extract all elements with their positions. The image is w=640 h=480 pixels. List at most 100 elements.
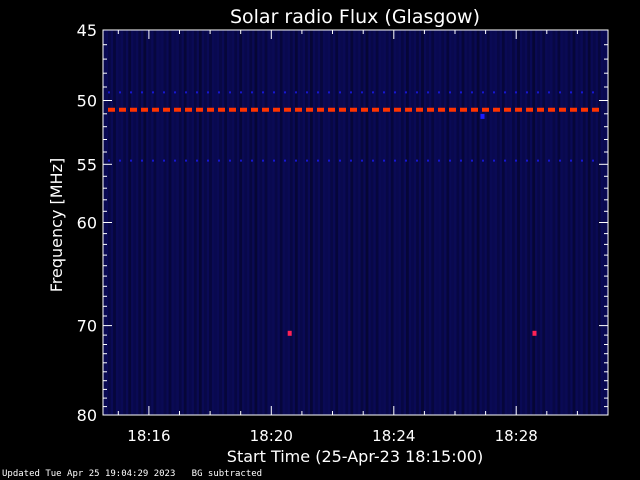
x-tick-label: 18:24 xyxy=(372,427,415,445)
background-streak xyxy=(178,30,182,415)
background-streak xyxy=(274,30,278,415)
background-streak xyxy=(249,30,253,415)
background-streak xyxy=(305,30,308,415)
background-streak xyxy=(507,30,510,415)
y-tick-label: 45 xyxy=(77,21,97,40)
background-streak xyxy=(552,30,556,415)
background-streak xyxy=(360,30,364,415)
background-streak xyxy=(148,30,152,415)
background-streak xyxy=(365,30,369,415)
emission-spot xyxy=(532,330,537,336)
background-streak xyxy=(441,30,445,415)
background-streak xyxy=(496,30,500,415)
background-streak xyxy=(421,30,424,415)
background-streak xyxy=(501,30,505,415)
background-streak xyxy=(582,30,586,415)
background-streak xyxy=(355,30,359,415)
background-streak xyxy=(512,30,515,415)
background-streak xyxy=(471,30,475,415)
background-streak xyxy=(269,30,273,415)
background-streak xyxy=(158,30,162,415)
background-streak xyxy=(183,30,187,415)
background-streak xyxy=(466,30,470,415)
background-streak xyxy=(188,30,192,415)
background-streak xyxy=(133,30,137,415)
background-streak xyxy=(380,30,384,415)
background-streak xyxy=(284,30,288,415)
background-streak xyxy=(143,30,147,415)
background-streak xyxy=(390,30,394,415)
background-streak xyxy=(416,30,419,415)
background-streak xyxy=(264,30,268,415)
background-streak xyxy=(198,30,202,415)
background-streak xyxy=(224,30,227,415)
background-streak xyxy=(577,30,581,415)
x-tick-label: 18:16 xyxy=(127,427,170,445)
background-streak xyxy=(299,30,303,415)
background-streak xyxy=(239,30,243,415)
background-streak xyxy=(325,30,328,415)
background-streak xyxy=(527,30,530,415)
y-tick-label: 50 xyxy=(77,92,97,111)
background-streak xyxy=(320,30,323,415)
y-axis: 45 50 55 60 70 80 xyxy=(77,21,608,425)
background-streak xyxy=(254,30,258,415)
background-streak xyxy=(567,30,571,415)
background-streak xyxy=(163,30,167,415)
background-streak xyxy=(234,30,238,415)
background-streak xyxy=(491,30,495,415)
background-streak xyxy=(395,30,399,415)
background-streak xyxy=(542,30,546,415)
background-streak xyxy=(214,30,217,415)
background-streak xyxy=(229,30,233,415)
background-streak xyxy=(113,30,116,415)
background-streak xyxy=(330,30,334,415)
y-tick-label: 60 xyxy=(77,214,97,233)
background-streak xyxy=(340,30,344,415)
background-streak xyxy=(446,30,450,415)
background-streak xyxy=(557,30,561,415)
y-axis-label: Frequency [MHz] xyxy=(47,158,66,292)
background-streak xyxy=(294,30,298,415)
x-axis-label: Start Time (25-Apr-23 18:15:00) xyxy=(227,447,483,466)
background-streak xyxy=(259,30,263,415)
background-streak xyxy=(592,30,596,415)
background-streak xyxy=(350,30,354,415)
background-streak xyxy=(547,30,551,415)
background-streak xyxy=(123,30,126,415)
background-streak xyxy=(486,30,490,415)
chart-title: Solar radio Flux (Glasgow) xyxy=(230,6,480,28)
background-streak xyxy=(431,30,435,415)
background-streak xyxy=(204,30,207,415)
background-streak xyxy=(289,30,293,415)
background-streak xyxy=(310,30,313,415)
background-streak xyxy=(370,30,374,415)
background-streak xyxy=(315,30,318,415)
background-streak xyxy=(244,30,248,415)
updated-timestamp: Updated Tue Apr 25 19:04:29 2023 xyxy=(2,469,176,479)
background-streak xyxy=(400,30,404,415)
background-streak xyxy=(481,30,485,415)
background-streak xyxy=(461,30,465,415)
background-streak xyxy=(385,30,389,415)
background-streak xyxy=(587,30,591,415)
background-streak xyxy=(456,30,460,415)
background-streak xyxy=(522,30,525,415)
footer-status: Updated Tue Apr 25 19:04:29 2023 BG subt… xyxy=(2,469,262,479)
background-streak xyxy=(532,30,536,415)
background-streak xyxy=(562,30,566,415)
y-tick-label: 80 xyxy=(77,406,97,425)
background-streak xyxy=(476,30,480,415)
bg-subtracted-note: BG subtracted xyxy=(191,469,263,479)
emission-spot xyxy=(480,113,485,119)
plot-area xyxy=(102,29,609,416)
x-axis: 18:16 18:20 18:24 18:28 xyxy=(117,30,578,445)
background-streak xyxy=(118,30,121,415)
background-streak xyxy=(219,30,222,415)
y-tick-label: 55 xyxy=(77,155,97,174)
background-streak xyxy=(279,30,283,415)
background-streak xyxy=(128,30,132,415)
background-streak xyxy=(193,30,197,415)
background-streak xyxy=(451,30,455,415)
